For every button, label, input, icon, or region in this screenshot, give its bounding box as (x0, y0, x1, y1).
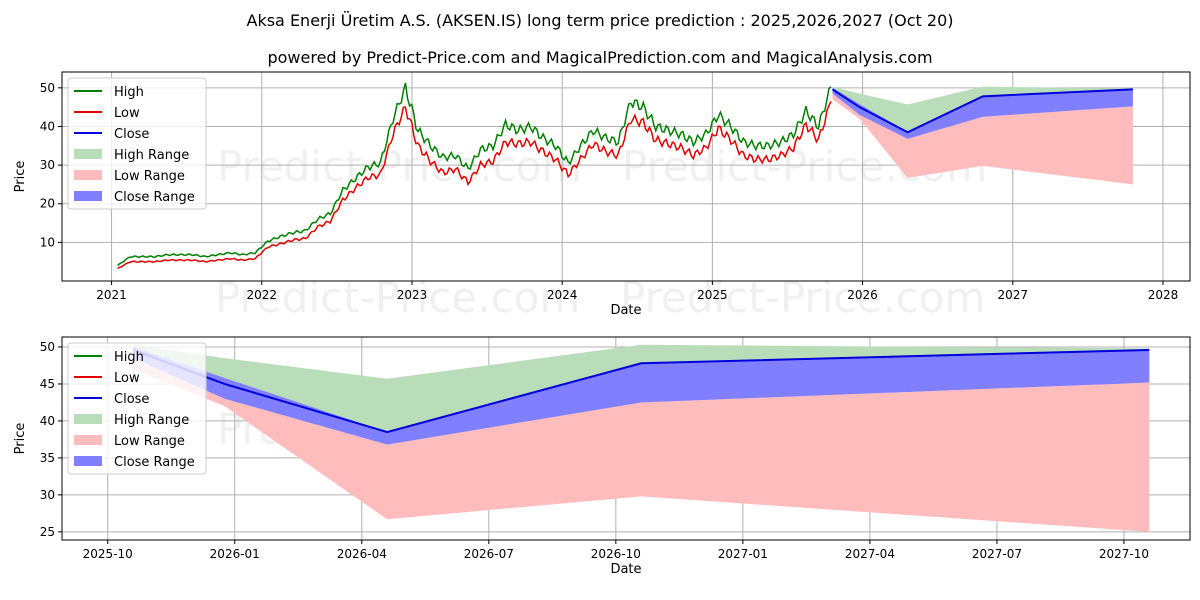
legend-label: Close Range (114, 455, 195, 470)
y-axis-label: Price (13, 161, 28, 193)
legend-label: High Range (114, 413, 189, 428)
x-tick-label: 2026-07 (464, 547, 514, 561)
legend: High Low Close High Range Low Range Close Ran… (67, 77, 207, 210)
y-tick-label: 40 (40, 414, 55, 428)
y-tick-label: 25 (40, 525, 55, 539)
legend-label: High (114, 350, 144, 365)
legend-swatch-patch (74, 414, 102, 424)
y-tick-label: 35 (40, 451, 55, 465)
legend-swatch-patch (74, 191, 102, 201)
axes-frame (61, 336, 1191, 541)
legend-label: Close (114, 127, 149, 142)
legend-label: High (114, 85, 144, 100)
y-tick-label: 50 (40, 81, 55, 95)
high-line (117, 82, 832, 267)
legend-box (67, 77, 207, 210)
legend-label: Close (114, 392, 149, 407)
legend-swatch-patch (74, 149, 102, 159)
x-tick-label: 2023 (397, 288, 428, 302)
x-tick-label: 2028 (1148, 288, 1179, 302)
y-tick-label: 40 (40, 119, 55, 133)
y-axis-label: Price (13, 423, 28, 455)
x-tick-label: 2022 (246, 288, 277, 302)
close-range-area (133, 346, 1150, 445)
legend-label: Low Range (114, 169, 185, 184)
x-tick-label: 2026-01 (210, 547, 260, 561)
high-range-area (832, 86, 1133, 133)
x-tick-label: 2025-10 (83, 547, 133, 561)
y-tick-label: 50 (40, 340, 55, 354)
legend-swatch-patch (74, 456, 102, 466)
x-tick-label: 2026-04 (337, 547, 387, 561)
panel-0: Predict-Price.com Predict-Price.comPredic… (13, 71, 1191, 322)
axes-frame (61, 71, 1191, 282)
close-range-area (832, 87, 1133, 139)
x-tick-label: 2026-10 (591, 547, 641, 561)
legend-box (67, 342, 207, 475)
x-tick-label: 2027 (997, 288, 1028, 302)
legend-label: Low (114, 371, 140, 386)
x-tick-label: 2026 (847, 288, 878, 302)
high-range-area (133, 344, 1150, 433)
watermark-text: Predict-Price.com (620, 273, 985, 322)
plot-area (132, 344, 1150, 532)
x-tick-label: 2027-10 (1099, 547, 1149, 561)
low-line (117, 101, 832, 270)
panel-1: Predict-Price.comPredict-Price.com2025-1… (13, 336, 1191, 577)
y-tick-label: 10 (40, 235, 55, 249)
legend-swatch-patch (74, 170, 102, 180)
y-tick-label: 30 (40, 488, 55, 502)
watermark-text: Predict-Price.com (217, 142, 582, 191)
chart-title: Aksa Enerji Üretim A.S. (AKSEN.IS) long … (246, 11, 954, 30)
legend-label: Low Range (114, 434, 185, 449)
chart-subtitle: powered by Predict-Price.com and Magical… (267, 48, 933, 67)
y-tick-label: 20 (40, 197, 55, 211)
legend: High Low Close High Range Low Range Close Ran… (67, 342, 207, 475)
close-line (831, 88, 1133, 134)
legend-label: Close Range (114, 190, 195, 205)
x-axis-label: Date (610, 303, 641, 318)
x-tick-label: 2025 (697, 288, 728, 302)
low-range-area (832, 93, 1133, 185)
y-tick-label: 30 (40, 158, 55, 172)
x-tick-label: 2021 (96, 288, 127, 302)
low-range-area (133, 358, 1150, 532)
x-tick-label: 2027-07 (972, 547, 1022, 561)
plot-area (117, 82, 1133, 270)
legend-label: Low (114, 106, 140, 121)
x-axis-label: Date (610, 562, 641, 577)
x-tick-label: 2027-04 (845, 547, 895, 561)
legend-swatch-patch (74, 435, 102, 445)
x-tick-label: 2024 (547, 288, 578, 302)
y-tick-label: 45 (40, 377, 55, 391)
x-tick-label: 2027-01 (718, 547, 768, 561)
legend-label: High Range (114, 148, 189, 163)
